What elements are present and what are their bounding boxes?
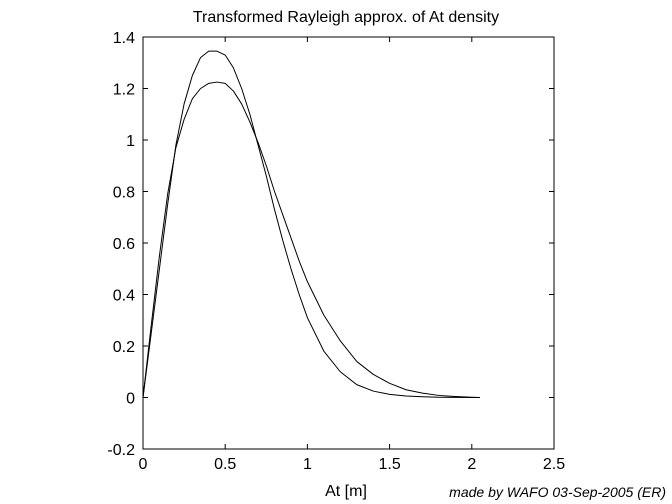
x-tick-label: 2.5 bbox=[543, 456, 565, 473]
series-lines bbox=[142, 50, 481, 398]
y-tick-label: 0.4 bbox=[113, 288, 135, 305]
footer-credit: made by WAFO 03-Sep-2005 (ER) bbox=[449, 484, 666, 500]
x-tick-label: 0 bbox=[139, 456, 148, 473]
density-curve-2 bbox=[142, 81, 481, 398]
y-tick-label: 1.4 bbox=[113, 30, 135, 47]
x-axis-label: At [m] bbox=[325, 483, 367, 500]
chart-title: Transformed Rayleigh approx. of At densi… bbox=[193, 9, 499, 26]
y-tick-label: -0.2 bbox=[107, 442, 135, 459]
plot-area: 0 0.5 1 1.5 2 2.5-0.200.20.40.60.811.21.4 bbox=[107, 30, 565, 473]
density-curve-1 bbox=[142, 50, 481, 398]
y-tick-label: 0.6 bbox=[113, 236, 135, 253]
axis-tick-labels: 0 0.5 1 1.5 2 2.5-0.200.20.40.60.811.21.4 bbox=[107, 30, 565, 473]
x-tick-label: 1 bbox=[303, 456, 312, 473]
y-tick-label: 1 bbox=[126, 133, 135, 150]
y-tick-label: 0.2 bbox=[113, 339, 135, 356]
y-tick-label: 0.8 bbox=[113, 185, 135, 202]
axis-ticks bbox=[142, 36, 555, 450]
x-tick-label: 0.5 bbox=[214, 456, 236, 473]
x-tick-label: 1.5 bbox=[378, 456, 400, 473]
y-tick-label: 1.2 bbox=[113, 82, 135, 99]
y-tick-label: 0 bbox=[126, 391, 135, 408]
x-tick-label: 2 bbox=[467, 456, 476, 473]
